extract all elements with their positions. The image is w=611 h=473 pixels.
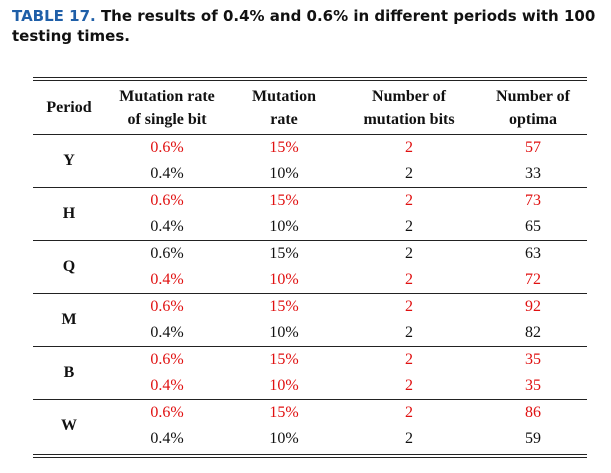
caption-text: The results of 0.4% and 0.6% in differen… xyxy=(12,7,596,45)
table-row: Q 0.6% 15% 2 63 xyxy=(33,240,587,294)
optima-cell: 35 xyxy=(479,346,587,373)
mutation-rate-single-cell: 0.4% xyxy=(150,218,184,235)
mutation-rate-cell: 10% xyxy=(269,165,299,182)
table-row: B 0.6% 15% 2 35 xyxy=(33,346,587,400)
header-mutation-rate-line1: Mutation xyxy=(252,88,316,105)
header-number-mutation-bits-line2: mutation bits xyxy=(363,111,455,128)
mutation-rate-single-cell: 0.6% xyxy=(105,346,229,373)
mutation-bits-cell: 2 xyxy=(339,134,479,161)
mutation-rate-single-cell: 0.4% xyxy=(150,271,184,288)
optima-cell: 63 xyxy=(479,240,587,267)
header-mutation-rate-line2: rate xyxy=(270,111,298,128)
header-number-optima-line1: Number of xyxy=(496,88,570,105)
mutation-bits-cell: 2 xyxy=(405,324,413,341)
mutation-rate-single-cell: 0.6% xyxy=(105,293,229,320)
mutation-rate-cell: 10% xyxy=(269,377,299,394)
mutation-bits-cell: 2 xyxy=(339,187,479,214)
mutation-rate-single-cell: 0.4% xyxy=(150,165,184,182)
optima-cell: 35 xyxy=(525,377,541,394)
period-cell: Y xyxy=(33,134,105,188)
period-cell: W xyxy=(33,399,105,452)
mutation-rate-single-cell: 0.4% xyxy=(150,430,184,447)
optima-cell: 82 xyxy=(525,324,541,341)
results-table: Period Mutation rate Mutation Number of … xyxy=(33,81,587,452)
mutation-bits-cell: 2 xyxy=(339,240,479,267)
header-number-mutation-bits-line1: Number of xyxy=(372,88,446,105)
caption-label: TABLE 17. xyxy=(12,7,96,25)
table-row: 0.4% 10% 2 33 xyxy=(33,161,587,188)
mutation-rate-cell: 15% xyxy=(229,293,339,320)
table-row: M 0.6% 15% 2 92 xyxy=(33,293,587,347)
mutation-rate-single-cell: 0.4% xyxy=(150,377,184,394)
period-cell: H xyxy=(33,187,105,241)
mutation-rate-cell: 15% xyxy=(229,240,339,267)
table-row: 0.4% 10% 2 35 xyxy=(33,373,587,400)
mutation-rate-single-cell: 0.6% xyxy=(105,134,229,161)
header-number-optima-line2: optima xyxy=(509,111,557,128)
optima-cell: 59 xyxy=(525,430,541,447)
optima-cell: 33 xyxy=(525,165,541,182)
table-row: 0.4% 10% 2 65 xyxy=(33,214,587,241)
mutation-rate-single-cell: 0.6% xyxy=(105,399,229,426)
header-mutation-rate-single-line1: Mutation rate xyxy=(119,88,215,105)
bottom-rule xyxy=(33,454,587,458)
header-mutation-rate-single-line2: of single bit xyxy=(127,111,207,128)
mutation-bits-cell: 2 xyxy=(405,165,413,182)
mutation-bits-cell: 2 xyxy=(339,293,479,320)
mutation-rate-single-cell: 0.6% xyxy=(105,187,229,214)
optima-cell: 65 xyxy=(525,218,541,235)
mutation-bits-cell: 2 xyxy=(405,377,413,394)
mutation-bits-cell: 2 xyxy=(339,346,479,373)
optima-cell: 92 xyxy=(479,293,587,320)
header-period: Period xyxy=(46,99,92,116)
table-row: W 0.6% 15% 2 86 xyxy=(33,399,587,452)
table-row: 0.4% 10% 2 72 xyxy=(33,267,587,294)
optima-cell: 57 xyxy=(479,134,587,161)
mutation-rate-cell: 10% xyxy=(269,430,299,447)
top-rule xyxy=(33,77,587,81)
period-cell: Q xyxy=(33,240,105,294)
mutation-bits-cell: 2 xyxy=(405,430,413,447)
table-body: Y 0.6% 15% 2 57 0.4% 10% 2 33 H 0.6% 15% 2 73 0.4% 10% 2… xyxy=(33,134,587,452)
mutation-rate-cell: 10% xyxy=(269,271,299,288)
period-cell: M xyxy=(33,293,105,347)
optima-cell: 86 xyxy=(479,399,587,426)
table-row: H 0.6% 15% 2 73 xyxy=(33,187,587,241)
optima-cell: 73 xyxy=(479,187,587,214)
optima-cell: 72 xyxy=(525,271,541,288)
period-cell: B xyxy=(33,346,105,400)
mutation-bits-cell: 2 xyxy=(405,218,413,235)
mutation-rate-cell: 15% xyxy=(229,399,339,426)
table-header: Period Mutation rate Mutation Number of … xyxy=(33,81,587,135)
mutation-rate-single-cell: 0.4% xyxy=(150,324,184,341)
results-table-container: Period Mutation rate Mutation Number of … xyxy=(33,77,587,458)
mutation-rate-cell: 15% xyxy=(229,187,339,214)
table-caption: TABLE 17. The results of 0.4% and 0.6% i… xyxy=(12,6,602,46)
mutation-rate-single-cell: 0.6% xyxy=(105,240,229,267)
mutation-bits-cell: 2 xyxy=(339,399,479,426)
mutation-rate-cell: 15% xyxy=(229,134,339,161)
table-row: 0.4% 10% 2 82 xyxy=(33,320,587,347)
table-row: Y 0.6% 15% 2 57 xyxy=(33,134,587,188)
mutation-rate-cell: 10% xyxy=(269,324,299,341)
table-row: 0.4% 10% 2 59 xyxy=(33,426,587,452)
mutation-bits-cell: 2 xyxy=(405,271,413,288)
mutation-rate-cell: 10% xyxy=(269,218,299,235)
mutation-rate-cell: 15% xyxy=(229,346,339,373)
